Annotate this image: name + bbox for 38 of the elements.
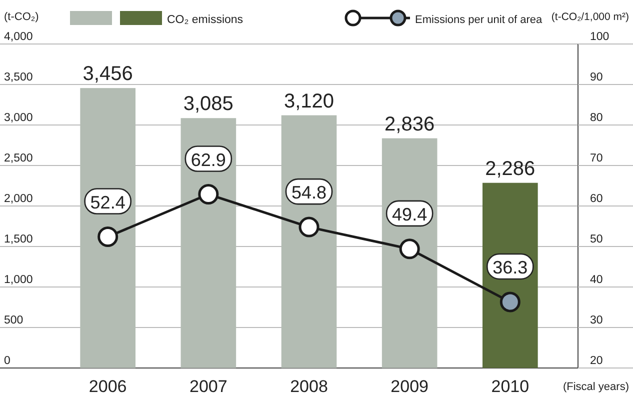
y2-tick-label: 70	[590, 152, 603, 164]
x-axis-title: (Fiscal years)	[562, 381, 629, 393]
y-tick-label: 1,000	[4, 274, 33, 286]
y-tick-label: 1,500	[4, 234, 33, 246]
y-tick-label: 4,000	[4, 31, 33, 43]
y2-tick-label: 100	[590, 31, 610, 43]
y2-tick-label: 20	[590, 355, 603, 367]
data-label: 36.3	[492, 257, 528, 278]
y2-tick-label: 90	[590, 72, 603, 84]
y2-tick-label: 30	[590, 314, 603, 326]
data-label: 2,286	[485, 158, 536, 180]
x-tick-label: 2008	[290, 377, 328, 396]
x-tick-label: 2007	[190, 377, 228, 396]
data-label: 54.8	[291, 182, 327, 203]
x-tick-label: 2010	[491, 377, 530, 396]
y-tick-label: 2,500	[4, 152, 33, 164]
data-label: 49.4	[392, 204, 428, 224]
data-label: 3,120	[284, 90, 334, 112]
x-tick-label: 2006	[88, 377, 127, 396]
x-tick-label: 2009	[390, 377, 428, 396]
y-tick-label: 3,000	[4, 112, 33, 124]
y-tick-label: 0	[4, 355, 10, 367]
data-label: 3,085	[183, 93, 234, 116]
y2-axis-title: (t-CO₂/1,000 m²)	[551, 11, 629, 23]
legend-label: Emissions per unit of area	[415, 14, 544, 26]
legend-label: CO₂ emissions	[167, 14, 244, 26]
y2-tick-label: 80	[590, 112, 603, 124]
y2-tick-label: 60	[590, 193, 603, 205]
data-label: 3,456	[82, 63, 133, 86]
data-label: 2,836	[384, 113, 435, 136]
y-tick-label: 2,000	[4, 193, 33, 205]
data-label: 52.4	[90, 192, 126, 212]
y-tick-label: 500	[4, 314, 24, 326]
y-axis-title: (t-CO₂)	[4, 11, 39, 23]
y2-tick-label: 50	[590, 234, 603, 246]
data-label: 62.9	[190, 150, 226, 170]
y2-tick-label: 40	[590, 274, 603, 286]
y-tick-label: 3,500	[4, 72, 33, 84]
